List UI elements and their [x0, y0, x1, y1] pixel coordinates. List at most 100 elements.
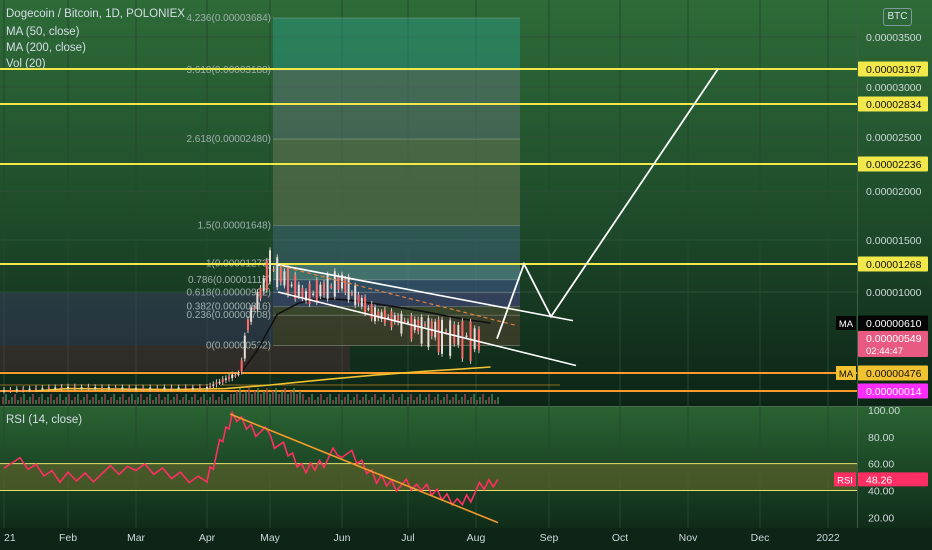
dashed-trend-line[interactable] — [279, 265, 518, 327]
level-tag-box[interactable] — [858, 61, 928, 77]
volume-bar — [206, 400, 208, 404]
time-tick-label[interactable]: Mar — [127, 532, 146, 544]
volume-bar — [251, 394, 253, 404]
candle-body — [243, 335, 246, 359]
drawings — [277, 68, 719, 367]
projection-path[interactable] — [496, 68, 719, 340]
candle-body — [272, 269, 275, 271]
price-tick-label: 0.00001500 — [866, 235, 922, 247]
fib-zone-left — [0, 292, 273, 346]
candle-body — [403, 320, 406, 323]
volume-bar — [299, 391, 301, 404]
candle-body — [156, 387, 159, 390]
candle-body — [215, 382, 218, 385]
volume-bar — [101, 397, 103, 404]
time-axis-bg — [0, 528, 932, 550]
volume-bar — [26, 400, 28, 404]
volume-bar — [305, 400, 307, 404]
rsi-line[interactable] — [3, 410, 499, 507]
legend-title[interactable]: Dogecoin / Bitcoin, 1D, POLONIEX — [6, 8, 185, 20]
candle-body — [294, 274, 297, 299]
candle-body — [380, 312, 383, 320]
volume-bar — [284, 388, 286, 404]
level-tag-box[interactable] — [858, 96, 928, 112]
fib-zone-lower — [0, 345, 350, 371]
ma200-line[interactable] — [35, 366, 491, 392]
candle-body — [80, 387, 83, 389]
candle-body — [453, 324, 456, 344]
volume-bar — [140, 394, 142, 404]
candle-body — [312, 293, 315, 296]
ma200-name-box[interactable] — [836, 366, 856, 380]
candle-body — [262, 277, 265, 292]
volume-bar — [311, 394, 313, 404]
candle-body — [15, 389, 18, 391]
volume-bar — [428, 394, 430, 404]
volume-bar — [353, 397, 355, 404]
time-tick-label[interactable]: Nov — [679, 532, 698, 544]
volume-bar — [155, 397, 157, 404]
wedge-upper-line[interactable] — [277, 264, 574, 322]
candle-body — [445, 331, 448, 334]
volume-bar — [41, 394, 43, 404]
candle-body — [357, 294, 360, 304]
rsi-trend-line[interactable] — [229, 413, 499, 524]
rsi-legend[interactable]: RSI (14, close) — [6, 414, 83, 426]
candle-body — [297, 284, 300, 297]
volume-bar — [377, 400, 379, 404]
candle-body — [114, 387, 117, 390]
rsi-value-box[interactable] — [858, 472, 928, 487]
wedge-lower-line[interactable] — [277, 291, 577, 367]
legend-ma50[interactable]: MA (50, close) — [6, 26, 80, 38]
volume-bar — [413, 400, 415, 404]
time-tick-label[interactable]: Apr — [199, 532, 216, 544]
time-tick-label[interactable]: 21 — [4, 532, 16, 544]
legend-volume[interactable]: Vol (20) — [6, 58, 46, 70]
volume-bar — [350, 400, 352, 404]
volume-bar — [161, 400, 163, 404]
currency-badge[interactable]: BTC — [883, 8, 912, 26]
volume-bar — [143, 400, 145, 404]
level-tag-box[interactable] — [858, 256, 928, 272]
volume-bar — [290, 391, 292, 404]
rsi-name-box[interactable] — [834, 472, 856, 487]
time-tick-label[interactable]: Jun — [334, 532, 351, 544]
candle-body — [73, 386, 76, 389]
candle-body — [87, 386, 90, 389]
volume-bar — [236, 391, 238, 404]
time-tick-label[interactable]: Aug — [467, 532, 486, 544]
candle-body — [240, 360, 243, 372]
volume-bar — [464, 394, 466, 404]
volume-bar — [167, 394, 169, 404]
time-tick-label[interactable]: Oct — [612, 532, 628, 544]
time-tick-label[interactable]: Sep — [540, 532, 559, 544]
volume-bar — [494, 400, 496, 404]
time-tick-label[interactable]: 2022 — [816, 532, 840, 544]
candle-body — [410, 315, 413, 339]
ma200-tag-box[interactable] — [858, 365, 928, 381]
volume-bar — [446, 394, 448, 404]
volume-bar — [242, 394, 244, 404]
volume-bar — [443, 397, 445, 404]
volume-tag-box[interactable] — [858, 383, 928, 399]
countdown-text: 02:44:47 — [866, 346, 903, 357]
volume-bar — [194, 394, 196, 404]
volume-bar — [476, 400, 478, 404]
ma50-tag-box[interactable] — [858, 315, 928, 331]
time-tick-label[interactable]: Dec — [751, 532, 770, 544]
last-price-box[interactable] — [858, 331, 928, 357]
volume-bar — [281, 391, 283, 404]
ma50-name-box[interactable] — [836, 316, 856, 330]
time-tick-label[interactable]: May — [260, 532, 281, 544]
candle-body — [397, 316, 400, 323]
level-tag-box[interactable] — [858, 156, 928, 172]
legend-ma200[interactable]: MA (200, close) — [6, 42, 86, 54]
time-tick-label[interactable]: Jul — [401, 532, 414, 544]
volume-bar — [296, 394, 298, 404]
time-tick-label[interactable]: Feb — [59, 532, 77, 544]
candle-body — [135, 387, 137, 390]
candle-body — [191, 387, 194, 390]
volume-bar — [272, 391, 274, 404]
candle-body — [206, 387, 208, 389]
